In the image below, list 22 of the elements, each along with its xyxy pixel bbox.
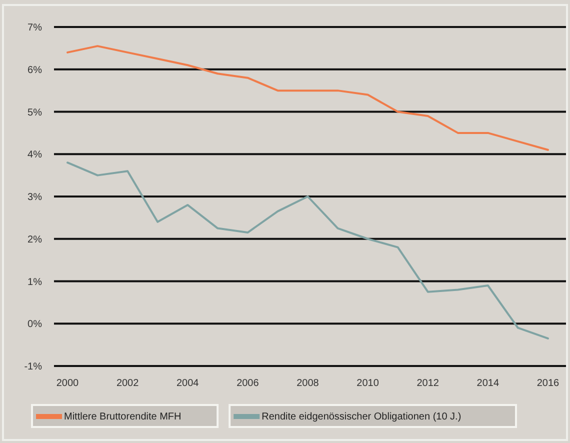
y-tick-label: 6% — [28, 64, 42, 76]
x-tick-label: 2010 — [356, 378, 380, 389]
line-series — [66, 45, 549, 151]
y-tick-label: 4% — [28, 150, 42, 161]
x-tick-label: 2004 — [176, 378, 200, 389]
x-tick-label: 2006 — [236, 378, 260, 389]
x-tick-label: 2012 — [416, 378, 440, 389]
x-tick-label: 2000 — [56, 378, 80, 389]
y-tick-label: 3% — [28, 192, 42, 203]
x-tick-label: 2014 — [476, 378, 500, 389]
line-series — [66, 162, 549, 340]
y-tick-label: 2% — [28, 234, 42, 246]
y-tick-label: 7% — [28, 22, 42, 34]
y-tick-label: 0% — [28, 319, 42, 330]
x-tick-label: 2016 — [536, 378, 560, 389]
y-tick-label: 5% — [28, 107, 42, 118]
x-tick-label: 2002 — [116, 378, 140, 389]
y-tick-label: 1% — [28, 276, 42, 288]
y-tick-label: -1% — [24, 362, 42, 372]
x-tick-label: 2008 — [296, 378, 320, 389]
legend-label: Mittlere Bruttorendite MFH — [64, 412, 182, 422]
legend-label: Rendite eidgenössischer Obligationen (10 J.) — [262, 412, 462, 422]
